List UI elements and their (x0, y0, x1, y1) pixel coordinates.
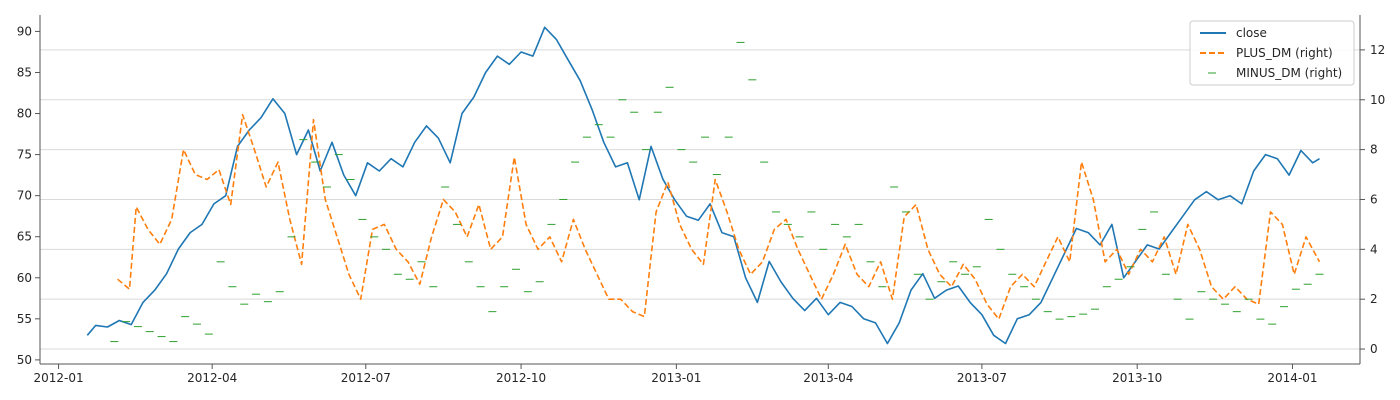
legend-box (1189, 20, 1355, 86)
right-y-tick-label: 8 (1370, 143, 1378, 157)
x-tick-label: 2012-10 (496, 371, 546, 385)
right-y-tick-label: 0 (1370, 342, 1378, 356)
x-tick-label: 2013-10 (1112, 371, 1162, 385)
x-tick-label: 2014-01 (1267, 371, 1317, 385)
legend: close PLUS_DM (right) MINUS_DM (right) (1189, 20, 1355, 86)
right-y-tick-label: 12 (1370, 43, 1385, 57)
x-tick-label: 2013-04 (803, 371, 853, 385)
series-layer (86, 26, 1324, 345)
axes (39, 15, 1361, 365)
legend-label-plus-dm: PLUS_DM (right) (1236, 46, 1333, 60)
left-y-tick-label: 75 (17, 148, 32, 162)
right-y-tick-label: 6 (1370, 192, 1378, 206)
x-tick-label: 2013-01 (651, 371, 701, 385)
left-y-tick-label: 80 (17, 107, 32, 121)
grid (40, 49, 1360, 350)
x-tick-label: 2012-04 (187, 371, 237, 385)
legend-label-close: close (1236, 26, 1267, 40)
right-axis-ticks: 0 2 4 6 8 10 12 (1360, 43, 1385, 356)
left-y-tick-label: 85 (17, 65, 32, 79)
series-minus-dm-right (110, 41, 1324, 343)
left-axis-ticks: 50 55 60 65 70 75 80 85 90 (17, 24, 40, 367)
x-tick-label: 2013-07 (957, 371, 1007, 385)
right-y-tick-label: 2 (1370, 292, 1378, 306)
x-axis-ticks: 2012-01 2012-04 2012-07 2012-10 2013-01 2013-… (33, 364, 1318, 385)
left-y-tick-label: 60 (17, 271, 32, 285)
x-tick-label: 2012-01 (33, 371, 83, 385)
left-y-tick-label: 55 (17, 312, 32, 326)
left-y-tick-label: 90 (17, 24, 32, 38)
legend-label-minus-dm: MINUS_DM (right) (1236, 66, 1342, 80)
series-plus-dm-right-line (117, 113, 1321, 320)
left-y-tick-label: 70 (17, 189, 32, 203)
x-tick-label: 2012-07 (341, 371, 391, 385)
right-y-tick-label: 4 (1370, 242, 1378, 256)
left-y-tick-label: 65 (17, 230, 32, 244)
right-y-tick-label: 10 (1370, 93, 1385, 107)
left-y-tick-label: 50 (17, 353, 32, 367)
